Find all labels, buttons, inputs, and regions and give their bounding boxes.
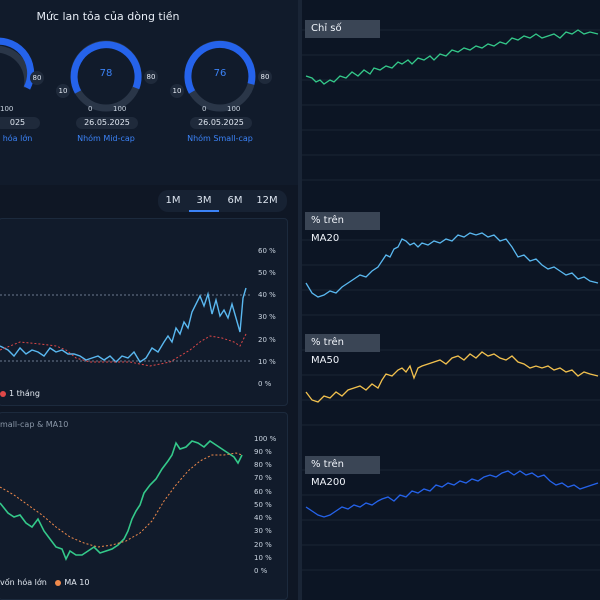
ma20-line-chart [305, 232, 599, 298]
panel-divider [298, 0, 302, 600]
chart2-title: mall-cap & MA10 [0, 420, 69, 429]
chart2-plot [0, 439, 243, 561]
right-label-ma20: % trên MA20 [305, 212, 380, 244]
right-panel [302, 0, 600, 600]
chart2-ytick-60: 60 % [254, 488, 272, 496]
gauge-large-cap-min: 100 [0, 105, 14, 113]
gauge-mid-cap-date: 26.05.2025 [76, 117, 138, 129]
gauge-small-cap-date: 26.05.2025 [190, 117, 252, 129]
chart2-ytick-40: 40 % [254, 514, 272, 522]
gauge-mid-cap-value: 78 [99, 68, 113, 79]
gauge-mid-cap-left-tick: 10 [56, 84, 70, 98]
gauge-mid-cap-max: 100 [113, 105, 127, 113]
ma50-line-chart [305, 351, 599, 403]
chart1-ytick-0: 0 % [258, 380, 272, 388]
chart1-ytick-50: 50 % [258, 269, 276, 277]
chart2-legend-a: vốn hóa lớn [0, 578, 47, 587]
tab-3m[interactable]: 3M [189, 190, 219, 212]
gauge-small-cap [184, 40, 256, 112]
chart1-ytick-40: 40 % [258, 291, 276, 299]
gauge-mid-cap-right-tick: 80 [144, 70, 158, 84]
chart1-ytick-60: 60 % [258, 247, 276, 255]
chart2-ytick-90: 90 % [254, 448, 272, 456]
chart2-ytick-0: 0 % [254, 567, 268, 575]
index-line-chart [305, 29, 599, 85]
right-label-ma50: % trên MA50 [305, 334, 380, 366]
chart2-ytick-50: 50 % [254, 501, 272, 509]
chart1-plot [0, 287, 250, 367]
chart2-panel [0, 412, 288, 600]
gauge-large-cap-date: 025 [0, 117, 40, 129]
ma200-line-chart [305, 470, 599, 518]
period-tabs: 1M 3M 6M 12M [158, 190, 287, 212]
right-label-index: Chỉ số [305, 20, 380, 38]
gauge-small-cap-left-tick: 10 [170, 84, 184, 98]
gauge-small-cap-min: 0 [202, 105, 207, 113]
tab-6m[interactable]: 6M [227, 195, 243, 206]
gauge-mid-cap-min: 0 [88, 105, 93, 113]
tab-1m[interactable]: 1M [165, 195, 181, 206]
right-grid [302, 29, 600, 571]
gauge-small-cap-max: 100 [227, 105, 241, 113]
chart2-ytick-20: 20 % [254, 541, 272, 549]
gauge-large-cap-right-tick: 80 [30, 71, 44, 85]
chart1-ytick-30: 30 % [258, 313, 276, 321]
chart1-panel [0, 218, 288, 406]
chart2-ytick-70: 70 % [254, 474, 272, 482]
chart1-ytick-20: 20 % [258, 336, 276, 344]
gauge-small-cap-value: 76 [213, 68, 227, 79]
chart2-legend: vốn hóa lớn MA 10 [0, 578, 90, 587]
chart2-ytick-10: 10 % [254, 554, 272, 562]
gauge-small-cap-label: Nhóm Small-cap [187, 134, 253, 143]
right-label-ma200: % trên MA200 [305, 456, 380, 488]
chart2-legend-b: MA 10 [64, 578, 90, 587]
chart2-ytick-80: 80 % [254, 461, 272, 469]
chart1-legend: 1 tháng [0, 389, 40, 398]
legend-dot-orange [55, 579, 62, 586]
tab-12m[interactable]: 12M [256, 195, 278, 206]
gauge-mid-cap [70, 40, 142, 112]
chart1-ytick-10: 10 % [258, 358, 276, 366]
gauge-mid-cap-label: Nhóm Mid-cap [77, 134, 135, 143]
legend-dot-red [0, 390, 6, 397]
chart2-ytick-30: 30 % [254, 527, 272, 535]
chart1-legend-label: 1 tháng [9, 389, 40, 398]
page-title: Mức lan tỏa của dòng tiền [36, 10, 180, 23]
chart2-ytick-100: 100 % [254, 435, 277, 443]
gauge-large-cap-label: hóa lớn [2, 134, 33, 143]
gauge-small-cap-right-tick: 80 [258, 70, 272, 84]
